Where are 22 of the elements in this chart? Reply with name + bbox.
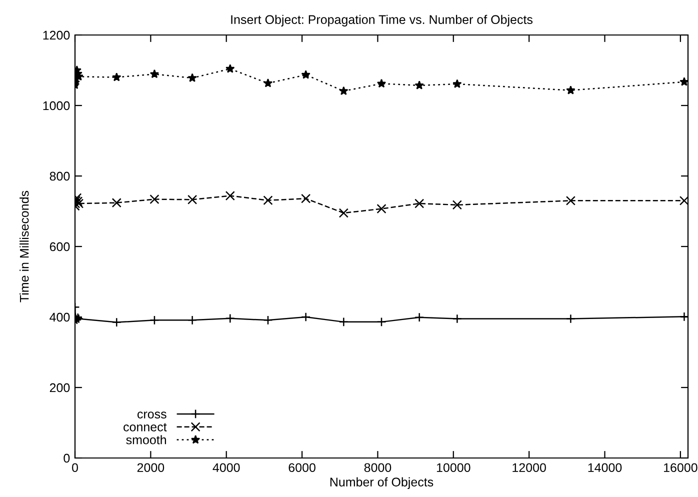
x-tick-label: 12000 bbox=[512, 463, 546, 472]
x-tick-label: 2000 bbox=[137, 463, 164, 472]
x-tick-label: 8000 bbox=[364, 463, 392, 472]
x-axis-title: Number of Objects bbox=[330, 477, 434, 489]
x-tick-label: 16000 bbox=[664, 463, 698, 472]
x-tick-label: 0 bbox=[72, 463, 78, 472]
x-tick-label: 6000 bbox=[288, 463, 316, 472]
y-axis-title: Time in Milliseconds bbox=[20, 190, 29, 302]
legend-label: connect bbox=[124, 423, 167, 432]
y-tick-label: 200 bbox=[50, 383, 70, 392]
x-tick-label: 10000 bbox=[436, 463, 470, 472]
x-tick-label: 14000 bbox=[588, 463, 622, 472]
y-tick-label: 400 bbox=[50, 312, 70, 322]
y-tick-label: 0 bbox=[64, 454, 70, 463]
y-tick-label: 800 bbox=[50, 172, 70, 181]
legend-label: cross bbox=[137, 412, 166, 418]
y-tick-label: 1000 bbox=[43, 101, 70, 110]
legend-label: smooth bbox=[126, 435, 166, 444]
chart-title: Insert Object: Propagation Time vs. Number of Objects bbox=[231, 14, 533, 26]
y-tick-label: 600 bbox=[50, 242, 70, 252]
x-tick-label: 4000 bbox=[212, 463, 240, 472]
y-tick-label: 1200 bbox=[43, 30, 70, 40]
